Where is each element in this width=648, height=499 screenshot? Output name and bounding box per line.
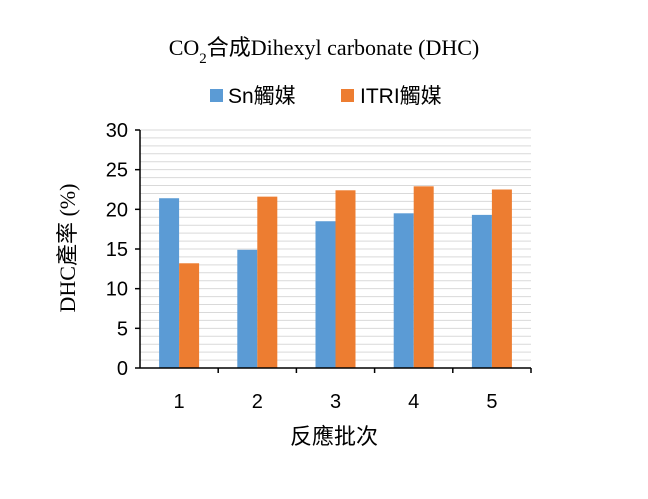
x-axis-label: 反應批次 — [290, 424, 378, 449]
bar-series1-category1 — [159, 198, 180, 368]
bar-series2-category3 — [335, 190, 356, 368]
bar-series2-category5 — [491, 189, 512, 368]
legend: Sn觸媒 ITRI觸媒 — [210, 85, 442, 108]
x-tick-label: 2 — [252, 391, 263, 413]
y-tick-label: 15 — [106, 239, 128, 261]
x-tick-label: 5 — [486, 391, 497, 413]
axes — [135, 129, 532, 373]
y-tick-label: 25 — [106, 160, 128, 182]
bars — [159, 186, 512, 368]
bar-series1-category4 — [393, 213, 414, 368]
legend-label-sn: Sn觸媒 — [228, 85, 296, 108]
legend-label-itri: ITRI觸媒 — [360, 85, 442, 108]
y-tick-label: 5 — [117, 318, 128, 340]
y-tick-label: 30 — [106, 120, 128, 142]
chart-title-rest: 合成Dihexyl carbonate (DHC) — [207, 35, 479, 60]
x-tick-label: 1 — [174, 391, 185, 413]
y-tick-label: 10 — [106, 279, 128, 301]
bar-series2-category2 — [257, 196, 278, 368]
x-tick-label: 4 — [408, 391, 419, 413]
bar-series1-category5 — [471, 214, 492, 368]
bar-series1-category2 — [237, 249, 258, 368]
bar-series1-category3 — [315, 221, 336, 368]
y-tick-label: 20 — [106, 199, 128, 221]
legend-swatch-itri — [341, 89, 354, 102]
chart-title: CO2合成Dihexyl carbonate (DHC) — [169, 35, 480, 67]
x-tick-label: 3 — [330, 391, 341, 413]
chart-title-main: CO — [169, 35, 200, 60]
bar-series2-category4 — [413, 186, 434, 368]
legend-swatch-sn — [210, 89, 223, 102]
y-tick-label: 0 — [117, 358, 128, 380]
bar-series2-category1 — [179, 263, 200, 368]
tick-labels: 0 5 10 15 20 25 30 1 2 3 4 5 — [106, 120, 498, 413]
y-axis-label: DHC產率 (%) — [55, 184, 80, 313]
chart-title-subscript: 2 — [199, 51, 207, 67]
